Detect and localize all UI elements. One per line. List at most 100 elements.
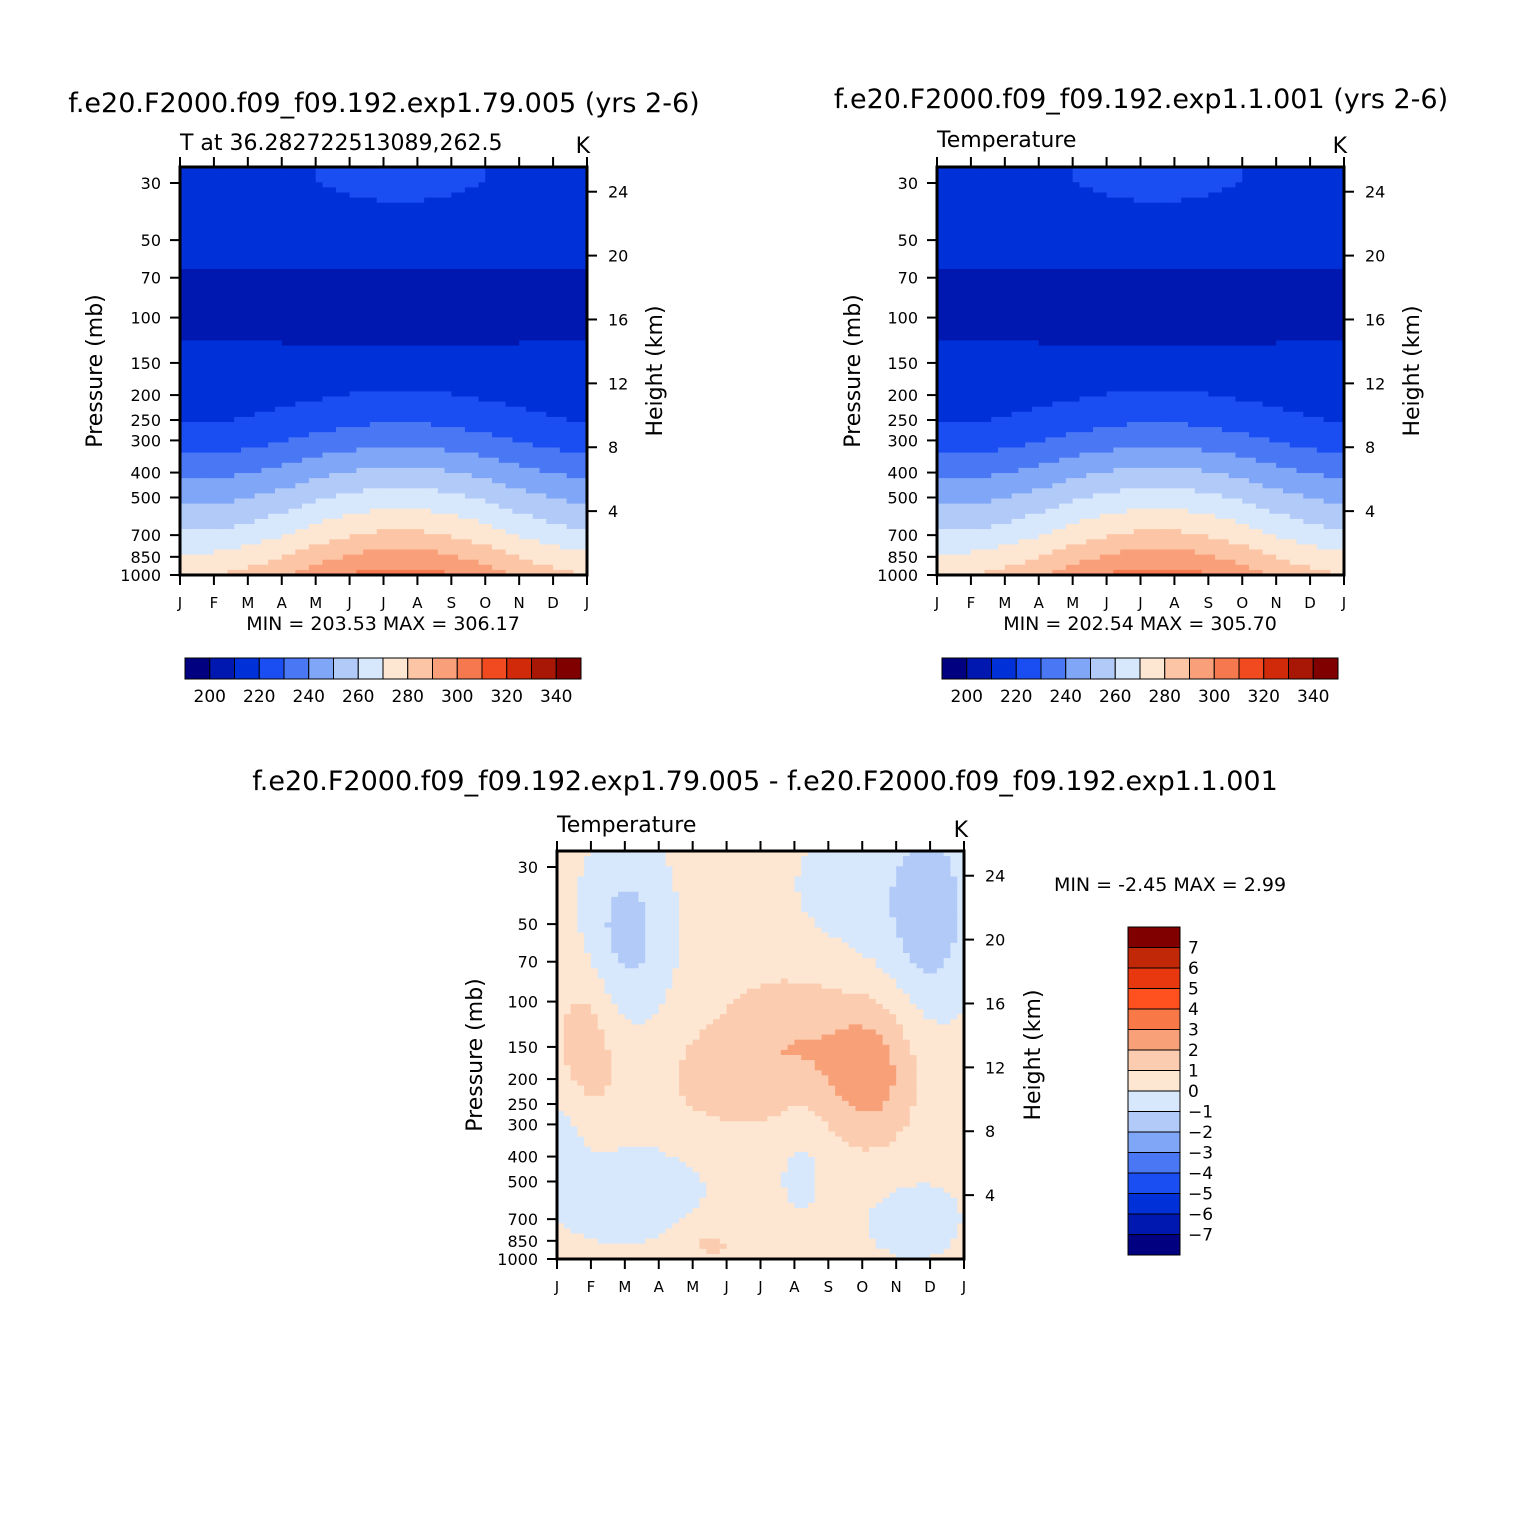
contour-cell [274,320,283,326]
contour-cell [498,269,507,275]
contour-cell [254,559,262,566]
contour-cell [186,549,195,556]
contour-cell [451,330,459,336]
contour-cell [478,294,486,301]
contour-cell [308,416,317,423]
contour-cell [512,340,520,347]
contour-cell [417,524,425,530]
contour-cell [485,360,493,367]
contour-cell [471,488,480,494]
contour-cell [478,360,486,367]
contour-cell [424,396,432,403]
contour-cell [302,218,310,224]
contour-cell [451,187,459,194]
contour-cell [186,228,195,234]
contour-cell [478,177,486,183]
contour-cell [383,524,391,530]
contour-cell [315,381,324,387]
contour-cell [424,330,432,336]
contour-cell [200,406,208,413]
contour-cell [532,192,541,199]
contour-cell [403,320,412,326]
contour-cell [329,187,337,194]
contour-cell [559,340,568,347]
contour-cell [573,345,581,352]
contour-cell [532,289,541,296]
contour-cell [254,462,262,469]
contour-cell [478,386,486,392]
contour-cell [356,381,364,387]
contour-cell [261,212,269,219]
contour-cell [559,223,568,229]
contour-cell [220,360,229,367]
contour-cell [220,248,229,255]
contour-cell [268,524,276,530]
contour-cell [247,488,256,494]
contour-cell [525,258,534,265]
contour-cell [559,411,568,418]
contour-cell [397,274,405,280]
contour-cell [478,228,486,234]
contour-cell [329,202,337,209]
contour-cell [525,279,534,285]
contour-cell [485,238,493,245]
contour-cell [485,396,493,403]
contour-cell [485,564,493,571]
contour-cell [546,549,554,556]
contour-cell [539,360,547,367]
contour-cell [458,554,466,561]
contour-cell [281,340,290,347]
contour-cell [519,192,527,199]
contour-cell [356,299,364,306]
contour-cell [471,258,480,265]
contour-cell [464,299,473,306]
contour-cell [410,416,419,423]
contour-cell [410,529,419,535]
contour-cell [193,386,201,392]
contour-cell [580,376,587,382]
contour-cell [464,360,473,367]
contour-cell [383,284,391,290]
contour-cell [451,177,459,183]
contour-cell [261,539,269,545]
contour-cell [573,207,581,214]
contour-cell [281,314,290,321]
colorbar-swatch [456,657,483,680]
colorbar-tick-label: 240 [293,687,325,707]
contour-cell [315,452,324,459]
contour-cell [553,258,561,265]
contour-cell [227,478,235,484]
contour-cell [302,274,310,280]
contour-cell [492,167,500,173]
contour-cell [295,508,303,515]
contour-cell [498,330,507,336]
contour-cell [193,549,201,556]
contour-cell [342,207,351,214]
contour-cell [430,365,439,372]
contour-cell [254,197,262,204]
contour-cell [417,365,425,372]
contour-cell [444,212,452,219]
contour-cell [512,457,520,464]
contour-cell [437,345,446,352]
contour-cell [525,365,534,372]
contour-cell [241,478,249,484]
contour-cell [417,304,425,311]
contour-cell [261,427,269,433]
contour-cell [200,182,208,188]
contour-cell [403,437,412,443]
contour-cell [498,233,507,239]
contour-cell [539,330,547,336]
contour-cell [424,238,432,245]
contour-cell [573,284,581,290]
contour-cell [546,478,554,484]
contour-cell [485,212,493,219]
contour-cell [261,325,269,331]
contour-cell [580,309,587,316]
contour-cell [410,381,419,387]
contour-cell [315,294,324,301]
contour-cell [220,238,229,245]
contour-cell [444,253,452,260]
contour-cell [464,524,473,530]
contour-cell [998,172,1006,178]
